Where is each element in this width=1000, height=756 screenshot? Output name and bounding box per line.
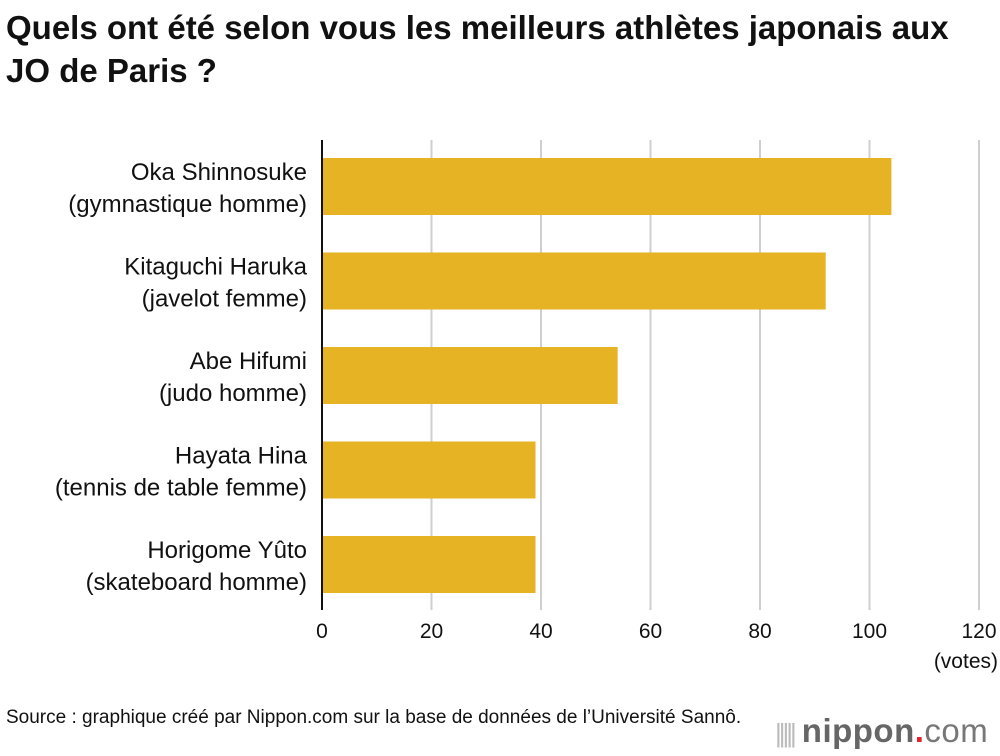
category-label: (javelot femme) — [142, 286, 307, 313]
category-label: (skateboard homme) — [86, 569, 307, 596]
bar — [322, 347, 618, 404]
x-tick-label: 60 — [639, 620, 662, 643]
x-tick-label: 40 — [529, 620, 552, 643]
source-note: Source : graphique créé par Nippon.com s… — [6, 707, 742, 728]
bar — [322, 441, 536, 499]
logo-mark-icon: ||||| — [775, 718, 797, 748]
category-label: Horigome Yûto — [147, 537, 307, 564]
category-label: (tennis de table femme) — [55, 475, 307, 502]
category-label: Kitaguchi Haruka — [124, 254, 307, 281]
x-axis-label: (votes) — [934, 650, 998, 673]
category-label: (judo homme) — [159, 380, 307, 407]
x-tick-label: 100 — [852, 620, 887, 643]
bar-chart: 0 20 40 60 80 100 120 (votes) Oka Shinnosuke (gym… — [55, 140, 998, 673]
x-tick-label: 120 — [961, 620, 996, 643]
category-label: Hayata Hina — [175, 443, 308, 470]
nippon-logo: ||||| nippon.com — [775, 712, 989, 749]
category-label: Abe Hifumi — [190, 348, 307, 375]
x-tick-label: 20 — [420, 620, 443, 643]
x-tick-label: 80 — [748, 620, 771, 643]
category-label: (gymnastique homme) — [68, 191, 307, 218]
x-tick-label: 0 — [316, 620, 328, 643]
bar — [322, 536, 536, 593]
bar — [322, 252, 826, 310]
bar — [322, 158, 892, 215]
category-label: Oka Shinnosuke — [131, 159, 307, 186]
chart-title: Quels ont été selon vous les meilleurs a… — [6, 9, 949, 89]
